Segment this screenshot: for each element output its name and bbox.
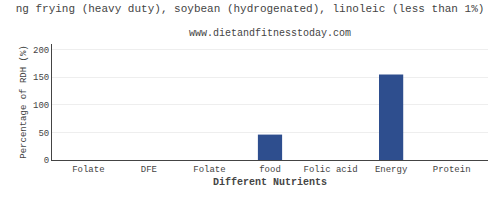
svg-text:Folate: Folate	[193, 165, 225, 175]
svg-text:food: food	[259, 165, 281, 175]
svg-text:Folate: Folate	[72, 165, 104, 175]
svg-text:www.dietandfitnesstoday.com: www.dietandfitnesstoday.com	[189, 28, 351, 39]
svg-text:200: 200	[33, 46, 49, 56]
svg-text:Folic acid: Folic acid	[304, 165, 358, 175]
svg-text:DFE: DFE	[141, 165, 157, 175]
svg-text:0: 0	[44, 156, 49, 166]
svg-text:100: 100	[33, 101, 49, 111]
svg-text:ng frying (heavy duty), soybea: ng frying (heavy duty), soybean (hydroge…	[16, 3, 485, 15]
svg-text:150: 150	[33, 73, 49, 83]
svg-text:Different Nutrients: Different Nutrients	[213, 177, 327, 188]
svg-text:Protein: Protein	[433, 165, 471, 175]
svg-text:Percentage of RDH (%): Percentage of RDH (%)	[19, 45, 29, 158]
svg-text:50: 50	[38, 129, 49, 139]
svg-text:Energy: Energy	[375, 165, 408, 175]
